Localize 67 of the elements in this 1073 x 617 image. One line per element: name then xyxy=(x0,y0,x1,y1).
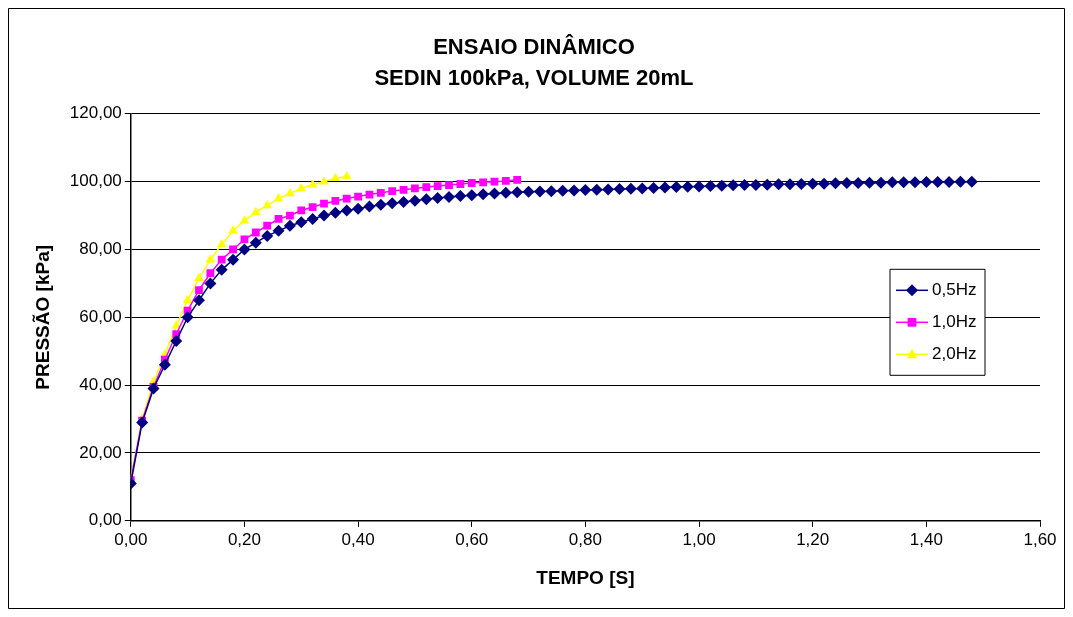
point xyxy=(263,221,272,230)
x-tick-label: 0,80 xyxy=(568,529,602,549)
point xyxy=(217,255,226,264)
point xyxy=(308,203,317,211)
point xyxy=(251,206,261,215)
point xyxy=(320,199,328,208)
point xyxy=(331,197,340,205)
point xyxy=(433,182,442,190)
y-tick-label: 80,00 xyxy=(79,239,122,259)
point xyxy=(206,269,215,278)
x-tick-label: 0,00 xyxy=(114,529,148,549)
point xyxy=(330,172,341,181)
point xyxy=(297,206,306,215)
y-tick-label: 60,00 xyxy=(79,306,122,326)
y-tick-label: 20,00 xyxy=(79,442,122,462)
point xyxy=(342,194,351,203)
y-tick-label: 100,00 xyxy=(69,171,122,191)
point xyxy=(399,185,408,194)
x-tick-label: 1,20 xyxy=(796,529,830,549)
point xyxy=(286,211,294,220)
point xyxy=(479,178,487,187)
y-tick-label: 0,00 xyxy=(88,510,122,530)
point xyxy=(411,184,419,193)
point xyxy=(195,286,203,295)
point xyxy=(229,245,237,254)
point xyxy=(216,238,227,248)
point xyxy=(274,215,283,223)
point xyxy=(228,225,238,234)
point xyxy=(285,188,295,197)
point xyxy=(513,176,522,184)
point xyxy=(239,215,250,224)
point xyxy=(341,171,352,180)
point xyxy=(251,228,260,237)
chart-subtitle: SEDIN 100kPa, VOLUME 20mL xyxy=(374,64,694,90)
x-tick-label: 0,60 xyxy=(455,529,489,549)
x-axis-title: TEMPO [S] xyxy=(536,566,635,588)
x-tick-label: 0,20 xyxy=(227,529,261,549)
x-tick-label: 1,00 xyxy=(682,529,716,549)
point xyxy=(490,177,499,186)
point xyxy=(194,272,204,282)
legend-label: 0,5Hz xyxy=(932,279,977,299)
y-axis-title: PRESSÃO [kPa] xyxy=(31,244,53,390)
point xyxy=(273,193,284,202)
legend-label: 2,0Hz xyxy=(932,343,977,363)
point xyxy=(205,254,216,263)
point xyxy=(171,320,182,329)
x-tick-label: 1,60 xyxy=(1023,529,1057,549)
x-tick-label: 1,40 xyxy=(909,529,943,549)
point xyxy=(262,199,272,209)
point xyxy=(240,235,249,244)
point xyxy=(501,177,510,185)
y-tick-label: 40,00 xyxy=(79,374,122,394)
y-tick-label: 120,00 xyxy=(69,103,122,123)
point xyxy=(307,179,318,188)
point xyxy=(422,183,431,191)
point xyxy=(182,294,193,304)
chart-title: ENSAIO DINÂMICO xyxy=(433,34,635,60)
point xyxy=(319,176,329,185)
point xyxy=(445,181,453,189)
point xyxy=(354,192,362,201)
point xyxy=(296,182,307,192)
point xyxy=(467,179,476,187)
legend-label: 1,0Hz xyxy=(932,311,977,331)
x-tick-label: 0,40 xyxy=(341,529,375,549)
point xyxy=(388,187,397,196)
point xyxy=(376,188,385,197)
point xyxy=(456,180,465,188)
